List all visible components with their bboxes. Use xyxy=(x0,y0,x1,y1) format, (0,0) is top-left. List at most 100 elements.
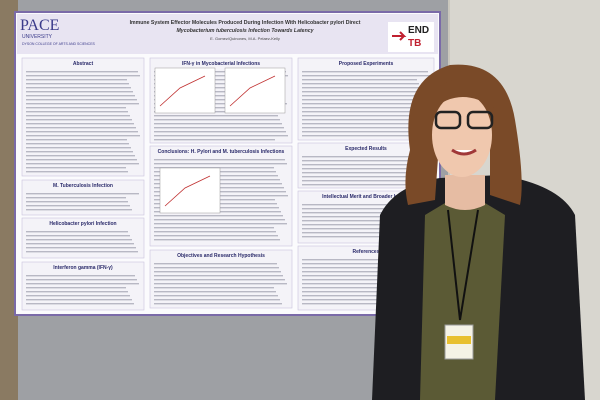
text-line xyxy=(302,99,427,101)
text-line xyxy=(154,83,277,85)
poster-header xyxy=(17,14,438,54)
text-line xyxy=(26,287,126,289)
text-line xyxy=(26,205,130,207)
text-line xyxy=(26,303,134,305)
section-heading: M. Tuberculosis Infection xyxy=(53,183,113,189)
text-line xyxy=(302,115,420,117)
text-line xyxy=(154,303,282,305)
text-line xyxy=(26,295,130,297)
text-line xyxy=(302,212,416,214)
text-line xyxy=(26,111,128,113)
text-line xyxy=(154,91,281,93)
text-line xyxy=(26,231,128,233)
text-line xyxy=(154,275,283,277)
figure-line xyxy=(229,75,276,107)
text-line xyxy=(26,201,128,203)
badge-stripe xyxy=(447,336,471,344)
text-line xyxy=(26,99,137,101)
text-line xyxy=(26,75,140,77)
glasses xyxy=(466,110,494,130)
text-line xyxy=(154,135,288,137)
text-line xyxy=(154,291,276,293)
text-line xyxy=(26,171,128,173)
section-heading: References xyxy=(353,249,380,255)
text-line xyxy=(302,107,416,109)
text-line xyxy=(26,155,135,157)
text-line xyxy=(26,79,127,81)
text-line xyxy=(302,208,429,210)
text-line xyxy=(154,227,274,229)
text-line xyxy=(26,299,132,301)
text-line xyxy=(302,111,418,113)
text-line xyxy=(302,263,419,265)
text-line xyxy=(302,291,418,293)
text-line xyxy=(26,209,132,211)
text-line xyxy=(26,291,128,293)
text-line xyxy=(154,163,287,165)
text-line xyxy=(26,275,135,277)
text-line xyxy=(26,243,134,245)
text-line xyxy=(302,127,426,129)
text-line xyxy=(302,123,424,125)
section-heading: Abstract xyxy=(73,61,94,67)
text-line xyxy=(154,267,279,269)
text-line xyxy=(26,119,132,121)
text-line xyxy=(154,271,281,273)
text-line xyxy=(302,168,424,170)
text-line xyxy=(302,220,420,222)
text-line xyxy=(302,224,422,226)
text-line xyxy=(154,263,277,265)
text-line xyxy=(154,119,280,121)
text-line xyxy=(26,103,139,105)
logo-line: UNIVERSITY xyxy=(22,34,53,40)
badge-text: TB xyxy=(408,38,421,49)
text-line xyxy=(26,279,137,281)
text-line xyxy=(154,115,278,117)
text-line xyxy=(26,235,130,237)
text-line xyxy=(26,135,140,137)
text-line xyxy=(154,283,287,285)
text-line xyxy=(302,79,417,81)
text-line xyxy=(154,71,286,73)
text-line xyxy=(26,147,131,149)
text-line xyxy=(302,83,419,85)
figure-line xyxy=(164,175,211,207)
text-line xyxy=(26,167,126,169)
text-line xyxy=(302,172,426,174)
text-line xyxy=(302,287,416,289)
text-line xyxy=(26,71,138,73)
text-line xyxy=(302,119,422,121)
text-line xyxy=(26,91,133,93)
text-line xyxy=(302,303,424,305)
section-heading: Proposed Experiments xyxy=(339,61,394,67)
logo-name: PACE xyxy=(20,17,59,34)
text-line xyxy=(302,299,422,301)
text-line xyxy=(302,216,418,218)
text-line xyxy=(26,247,136,249)
text-line xyxy=(26,107,126,109)
text-line xyxy=(302,259,417,261)
figure xyxy=(159,167,221,214)
text-line xyxy=(154,235,278,237)
section-heading: IFN-γ in Mycobacterial Infections xyxy=(182,61,260,67)
face xyxy=(432,93,492,177)
section-heading: Objectives and Research Hypothesis xyxy=(177,253,265,259)
text-line xyxy=(26,283,139,285)
text-line xyxy=(154,99,285,101)
text-line xyxy=(154,103,287,105)
text-line xyxy=(26,251,138,253)
text-line xyxy=(302,176,428,178)
text-line xyxy=(302,156,418,158)
text-line xyxy=(154,219,285,221)
text-line xyxy=(302,160,420,162)
text-line xyxy=(302,275,425,277)
text-line xyxy=(26,197,126,199)
text-line xyxy=(154,123,282,125)
section-heading: Expected Results xyxy=(345,146,387,152)
smile xyxy=(451,148,477,156)
text-line xyxy=(26,115,130,117)
text-line xyxy=(302,91,423,93)
neck xyxy=(445,175,485,210)
poster-title: Mycobacterium tuberculosis Infection Tow… xyxy=(176,28,314,34)
